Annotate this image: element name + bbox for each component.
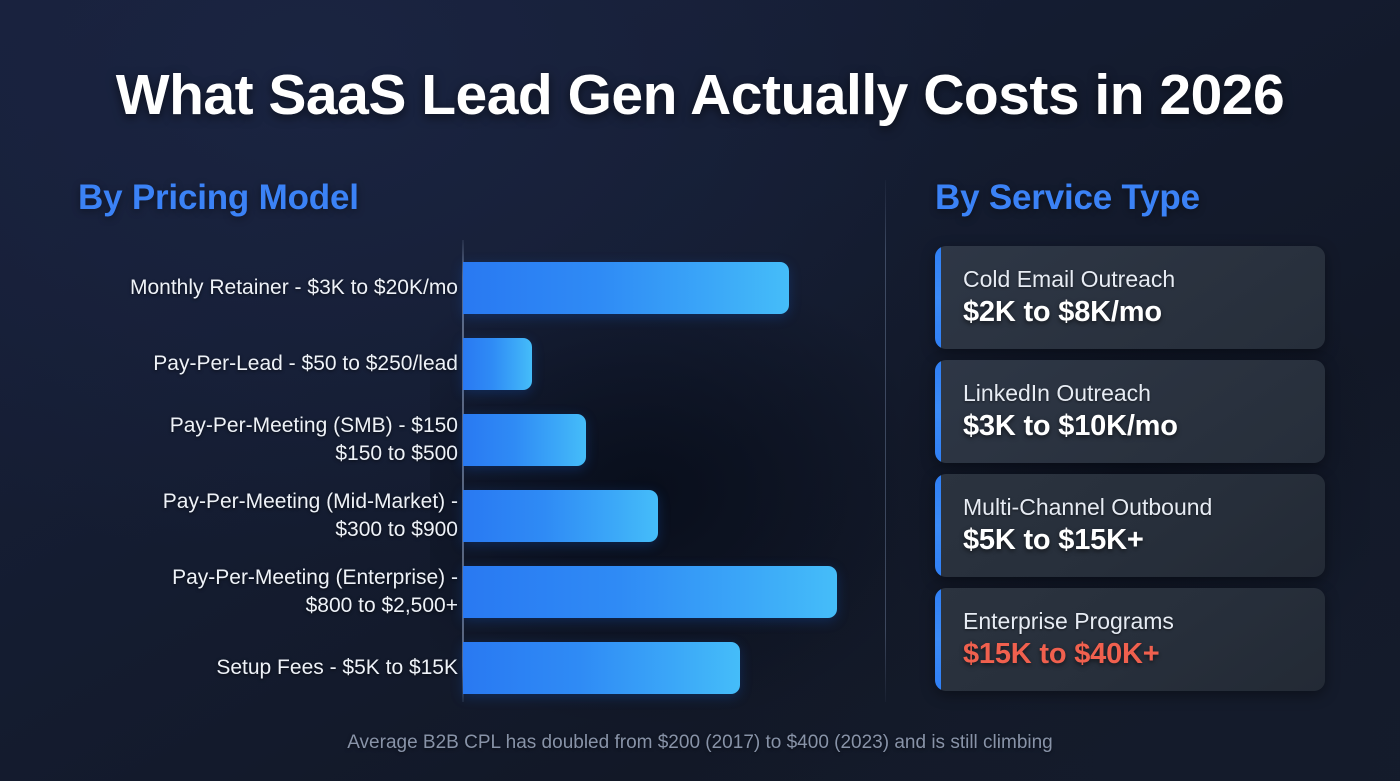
- bar: [463, 414, 586, 466]
- card-price-value: $15K to $40K+: [963, 638, 1160, 670]
- footer-note: Average B2B CPL has doubled from $200 (2…: [347, 732, 1053, 753]
- bar-label: Monthly Retainer - $3K to $20K/mo: [129, 276, 458, 299]
- bar: [463, 338, 532, 390]
- bar-row: Pay-Per-Meeting (Mid-Market) - $300 to $…: [0, 490, 900, 542]
- bar-label: Setup Fees - $5K to $15K: [216, 656, 458, 679]
- service-type-card-list: Cold Email Outreach $2K to $8K/mo LinkedIn…: [935, 246, 1325, 702]
- bar-row: Pay-Per-Meeting (SMB) - $150 $150 to $50…: [0, 414, 900, 466]
- bar: [463, 490, 658, 542]
- chart-y-axis: [462, 240, 464, 702]
- card-accent-bar: [935, 246, 941, 349]
- bar-row: Pay-Per-Lead - $50 to $250/lead: [0, 338, 900, 390]
- bar-label: Pay-Per-Lead - $50 to $250/lead: [153, 352, 458, 375]
- card-price-value: $3K to $10K/mo: [963, 410, 1178, 442]
- card-price-value: $5K to $15K+: [963, 524, 1144, 556]
- page-title: What SaaS Lead Gen Actually Costs in 202…: [115, 63, 1285, 127]
- bar: [463, 262, 789, 314]
- card-accent-bar: [935, 588, 941, 691]
- bar-label: Pay-Per-Meeting (Enterprise) - $800 to $…: [172, 566, 458, 617]
- card-price-value: $2K to $8K/mo: [963, 296, 1162, 328]
- card-service-name: LinkedIn Outreach: [963, 380, 1151, 406]
- card-content: Enterprise Programs $15K to $40K+: [963, 588, 1174, 691]
- service-type-card: Enterprise Programs $15K to $40K+: [935, 588, 1325, 691]
- card-accent-bar: [935, 474, 941, 577]
- section-heading-pricing-model: By Pricing Model: [78, 178, 359, 217]
- card-content: LinkedIn Outreach $3K to $10K/mo: [963, 360, 1178, 463]
- pricing-model-bar-chart: Monthly Retainer - $3K to $20K/mo Pay-Per…: [0, 240, 900, 702]
- card-content: Cold Email Outreach $2K to $8K/mo: [963, 246, 1175, 349]
- bar-row: Setup Fees - $5K to $15K: [0, 642, 900, 694]
- bar-label: Pay-Per-Meeting (Mid-Market) - $300 to $…: [162, 490, 458, 541]
- service-type-card: Multi-Channel Outbound $5K to $15K+: [935, 474, 1325, 577]
- column-divider: [885, 180, 886, 702]
- bar-label: Pay-Per-Meeting (SMB) - $150 $150 to $50…: [169, 414, 458, 465]
- service-type-card: LinkedIn Outreach $3K to $10K/mo: [935, 360, 1325, 463]
- service-type-card: Cold Email Outreach $2K to $8K/mo: [935, 246, 1325, 349]
- card-service-name: Enterprise Programs: [963, 608, 1174, 634]
- card-service-name: Multi-Channel Outbound: [963, 494, 1213, 520]
- card-accent-bar: [935, 360, 941, 463]
- bar-row: Monthly Retainer - $3K to $20K/mo: [0, 262, 900, 314]
- bar-row: Pay-Per-Meeting (Enterprise) - $800 to $…: [0, 566, 900, 618]
- bar: [463, 566, 837, 618]
- section-heading-service-type: By Service Type: [935, 178, 1200, 217]
- card-service-name: Cold Email Outreach: [963, 266, 1176, 292]
- bar: [463, 642, 740, 694]
- card-content: Multi-Channel Outbound $5K to $15K+: [963, 474, 1212, 577]
